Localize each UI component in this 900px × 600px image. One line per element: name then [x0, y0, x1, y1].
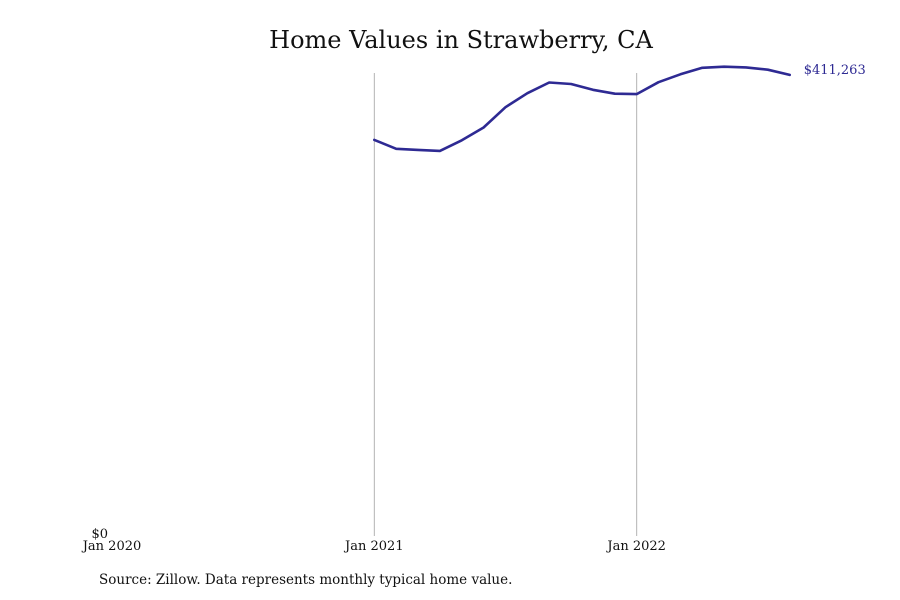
series-line — [372, 65, 792, 153]
x-tick-label: Jan 2020 — [81, 539, 142, 554]
source-note: Source: Zillow. Data represents monthly … — [99, 572, 513, 588]
series-layer: $411,263 — [372, 63, 866, 153]
x-tick-label: Jan 2021 — [343, 539, 404, 554]
grid-layer — [373, 73, 638, 536]
end-value-label: $411,263 — [804, 63, 866, 78]
x-tick-label: Jan 2022 — [605, 539, 666, 554]
axis-layer: Jan 2020 Jan 2021 Jan 2022 $0 — [81, 527, 666, 554]
chart-title: Home Values in Strawberry, CA — [269, 26, 653, 54]
y-tick-label: $0 — [91, 527, 108, 542]
